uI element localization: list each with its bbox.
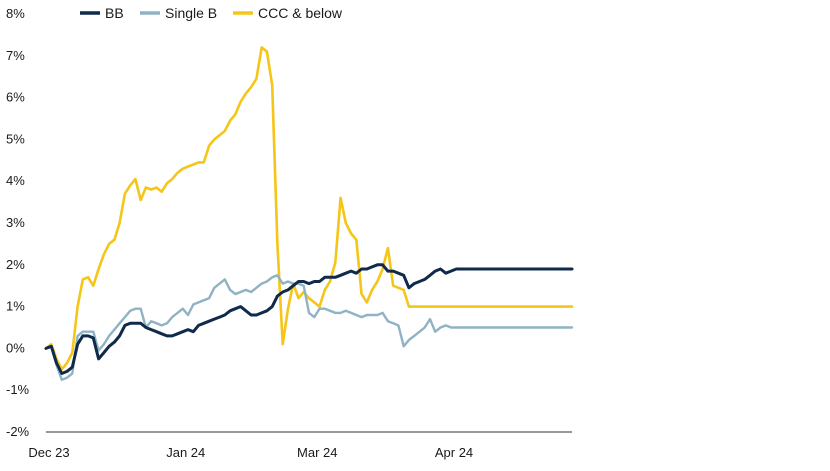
legend-label: CCC & below: [258, 5, 343, 21]
legend-label: Single B: [165, 5, 217, 21]
y-tick-label: -1%: [6, 382, 30, 397]
series-group: [44, 46, 574, 381]
series-line-bb: [44, 263, 574, 375]
y-tick-label: 6%: [6, 90, 25, 105]
x-axis: Dec 23 Jan 24 Mar 24 Apr 24: [28, 431, 572, 460]
y-axis: -2% -1% 0% 1% 2% 3% 4% 5% 6% 7% 8%: [6, 6, 30, 439]
y-tick-label: 3%: [6, 215, 25, 230]
x-tick-label: Jan 24: [166, 445, 205, 460]
y-tick-label: 2%: [6, 257, 25, 272]
legend-label: BB: [105, 5, 124, 21]
x-tick-label: Dec 23: [28, 445, 69, 460]
series-line-ccc-below: [44, 46, 574, 371]
x-tick-label: Apr 24: [435, 445, 473, 460]
x-tick-label: Mar 24: [297, 445, 337, 460]
y-tick-label: 5%: [6, 131, 25, 146]
y-tick-label: 8%: [6, 6, 25, 21]
legend: BB Single B CCC & below: [80, 5, 343, 21]
y-tick-label: 0%: [6, 340, 25, 355]
y-tick-label: 4%: [6, 173, 25, 188]
y-tick-label: 7%: [6, 48, 25, 63]
y-tick-label: 1%: [6, 299, 25, 314]
y-tick-label: -2%: [6, 424, 30, 439]
series-line-single-b: [44, 274, 574, 381]
